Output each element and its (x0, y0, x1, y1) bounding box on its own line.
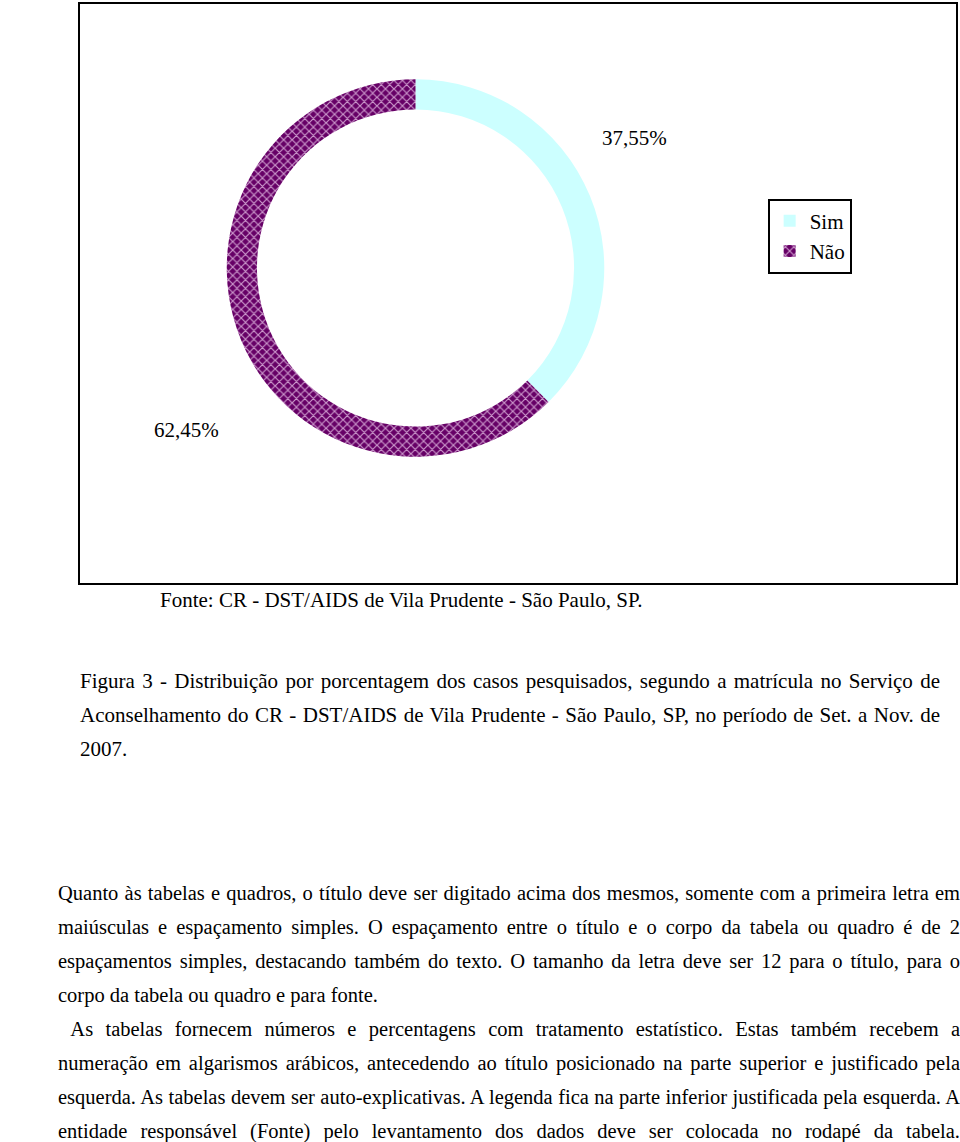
html-text:Fonte: CR - DST/AIDS de Vila P: Fonte: CR - DST/AIDS de Vila Prudente - … (160, 588, 643, 612)
svg-text:62,45%: 62,45% (154, 418, 219, 442)
svg-text:37,55%: 37,55% (602, 126, 667, 150)
svg-text:Não: Não (810, 240, 845, 264)
html-text:Figura 3 - Distribuição por po: Figura 3 - Distribuição por porcentagem … (80, 669, 940, 761)
svg-text:Sim: Sim (810, 210, 844, 234)
